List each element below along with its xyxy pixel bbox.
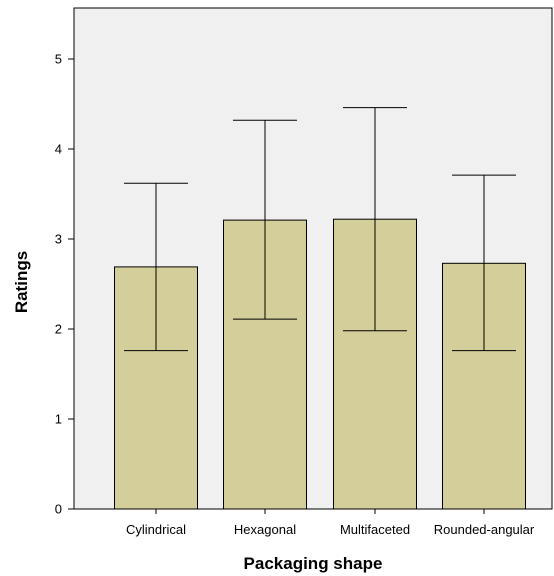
error-bars-group: [124, 107, 516, 352]
x-tick-label: Multifaceted: [340, 522, 410, 537]
tick-labels-group: Cylindrical Hexagonal Multifaceted Rounded-…: [55, 52, 535, 538]
axes-group: [68, 58, 485, 514]
y-tick-label: 5: [55, 52, 62, 67]
x-tick-label: Hexagonal: [234, 522, 296, 537]
y-tick-label: 4: [55, 142, 62, 157]
y-tick-label: 2: [55, 322, 62, 337]
y-axis-title: Ratings: [12, 251, 31, 313]
x-tick-label: Rounded-angular: [434, 522, 535, 537]
y-tick-label: 1: [55, 412, 62, 427]
y-tick-label: 3: [55, 232, 62, 247]
x-tick-label: Cylindrical: [126, 522, 186, 537]
x-axis-title: Packaging shape: [244, 554, 383, 573]
y-tick-label: 0: [55, 502, 62, 517]
